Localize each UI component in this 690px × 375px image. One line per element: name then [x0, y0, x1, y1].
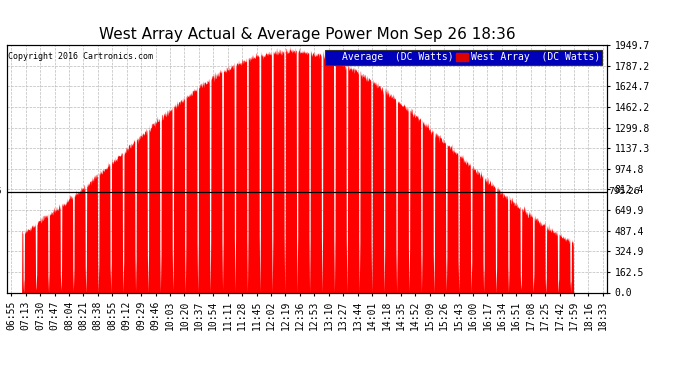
- Text: 795.26: 795.26: [0, 187, 2, 196]
- Legend: Average  (DC Watts), West Array  (DC Watts): Average (DC Watts), West Array (DC Watts…: [324, 50, 602, 65]
- Text: Copyright 2016 Cartronics.com: Copyright 2016 Cartronics.com: [8, 53, 153, 62]
- Title: West Array Actual & Average Power Mon Sep 26 18:36: West Array Actual & Average Power Mon Se…: [99, 27, 515, 42]
- Text: 795.26: 795.26: [609, 187, 640, 196]
